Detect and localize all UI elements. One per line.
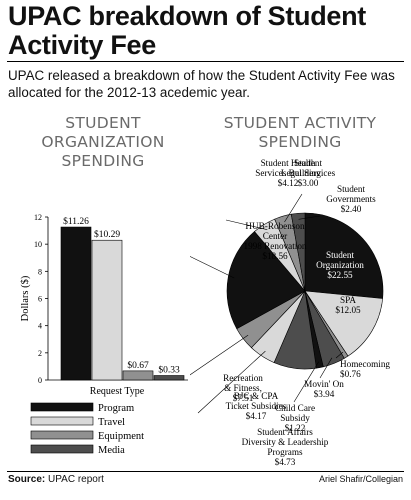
pie-slice-value: $0.76 (340, 369, 361, 379)
pie-slice-label: Recreation & Fitness, $7.51 (223, 373, 263, 403)
pie-leader-line (335, 351, 344, 359)
pie-slice-name: Ticket Subsidies (226, 401, 287, 411)
legend-swatch-equipment (30, 430, 94, 440)
pie-slice-label: SPA $12.05 (335, 295, 361, 315)
pie-slice-name: 1998 Renovation (243, 241, 306, 251)
title-divider (7, 61, 404, 62)
y-tick-label: 0 (38, 376, 42, 385)
pie-slice (304, 290, 383, 357)
source-label: Source: (8, 474, 46, 485)
pie-leader-line (225, 219, 268, 230)
pie-slice-name: Child Care (275, 403, 315, 413)
pie-slice-name: Movin' On (304, 379, 344, 389)
pie-slice-label: Student Health Services Building $4.12 (255, 158, 321, 188)
pie-slice-value: $22.55 (327, 270, 353, 280)
pie-slice-name: Recreation (223, 373, 263, 383)
pie-leader-line (197, 350, 266, 414)
y-tick-label: 10 (34, 240, 42, 249)
source-note: Source: UPAC report (8, 474, 104, 485)
pie-slice-label: Child Care Subsidy $1.22 (275, 403, 315, 433)
y-tick-label: 2 (38, 349, 42, 358)
pie-leader-line (190, 334, 249, 376)
pie-slice-name: SPA (340, 295, 356, 305)
legend-swatch-program (30, 402, 94, 412)
bar-program (60, 226, 92, 381)
pie-slice-name: HUB-Robenson (245, 221, 305, 231)
pie-slice-name: Governments (326, 194, 376, 204)
pie-slice-name: Student Health (261, 158, 316, 168)
pie-slice-label: Student Legal Services $3.00 (281, 158, 336, 188)
pie-leader-line (319, 357, 333, 379)
y-axis-label: Dollars ($) (20, 275, 31, 321)
pie-slice-value: $3.00 (298, 178, 319, 188)
bar-value-label: $0.67 (127, 360, 149, 371)
pie-slice-name: Student (337, 184, 366, 194)
legend-label: Travel (98, 417, 125, 428)
page-title: UPAC breakdown of Student Activity Fee (8, 1, 367, 60)
legend-swatch-travel (30, 416, 94, 426)
bar-chart: 0 2 4 6 8 10 12 Dollars ($) $11.26 $10.29 $0.67 $0.… (20, 213, 188, 456)
legend-label: Media (98, 445, 125, 456)
y-tick-label: 8 (38, 267, 42, 276)
x-axis-label: Request Type (90, 386, 145, 397)
pie-slice-name: Student (326, 250, 355, 260)
footer-divider (7, 471, 404, 472)
pie-leader-line (298, 215, 321, 220)
pie-slice-label: Homecoming $0.76 (340, 359, 390, 379)
pie-slice-value: $12.05 (335, 305, 361, 315)
bar-chart-heading: STUDENT ORGANIZATION SPENDING (41, 114, 165, 170)
pie-slice-value: $4.12 (278, 178, 299, 188)
pie-slice-name: Programs (267, 447, 303, 457)
pie-slice-name: Homecoming (340, 359, 390, 369)
pie-slice-name: Student Affairs (257, 427, 313, 437)
pie-slice (290, 212, 306, 292)
pie-slice-value: $1.22 (285, 423, 306, 433)
pie-slice-value: $18.56 (262, 251, 288, 261)
pie-slice-value: $4.73 (275, 457, 296, 467)
bar-value-label: $11.26 (63, 216, 89, 227)
pie-slice-label: HUB-Robenson Center 1998 Renovation $18.56 (243, 221, 306, 261)
pie-slice-name: Center (263, 231, 288, 241)
pie-leader-line (190, 256, 235, 279)
source-text: UPAC report (48, 474, 104, 485)
y-tick-label: 12 (34, 213, 42, 222)
pie-slice-value: $4.17 (246, 411, 267, 421)
pie-slice-name: Diversity & Leadership (242, 437, 329, 447)
pie-slice-value: $2.40 (341, 204, 362, 214)
pie-slice-value: $3.94 (314, 389, 335, 399)
y-tick-label: 6 (38, 295, 42, 304)
pie-slice-name: Organization (316, 260, 364, 270)
pie-slice-name: Legal Services (281, 168, 336, 178)
bar-value-label: $10.29 (94, 229, 120, 240)
page-subtitle: UPAC released a breakdown of how the Stu… (8, 68, 395, 100)
legend-swatch-media (30, 444, 94, 454)
pie-leader-line (293, 361, 319, 403)
pie-chart-heading: STUDENT ACTIVITY SPENDING (223, 114, 377, 151)
bar-value-label: $0.33 (158, 365, 180, 376)
bar-equipment (122, 370, 154, 381)
pie-slice-name: Services Building (255, 168, 321, 178)
pie-leader-line (284, 193, 303, 223)
photo-credit: Ariel Shafir/Collegian (318, 474, 403, 484)
pie-slice (304, 212, 384, 299)
pie-slice-label: BJC & CPA Ticket Subsidies $4.17 (226, 391, 287, 421)
pie-slice-label: Student Governments $2.40 (326, 184, 376, 214)
bar-travel (91, 239, 123, 381)
legend-label: Equipment (98, 431, 144, 442)
legend-label: Program (98, 403, 134, 414)
pie-slice-label: Movin' On $3.94 (304, 379, 344, 399)
pie-slice-label: Student Organization $22.55 (316, 250, 364, 280)
pie-slice-label: Student Affairs Diversity & Leadership Pro… (242, 427, 329, 467)
pie-slice-name: Subsidy (280, 413, 310, 423)
pie-slice-name: BJC & CPA (234, 391, 279, 401)
bar-media (153, 375, 185, 381)
pie-slice (226, 231, 306, 330)
y-tick-label: 4 (38, 322, 42, 331)
pie-slice-value: $7.51 (233, 393, 254, 403)
pie-slice-name: Student (294, 158, 323, 168)
pie-slice-name: & Fitness, (224, 383, 262, 393)
